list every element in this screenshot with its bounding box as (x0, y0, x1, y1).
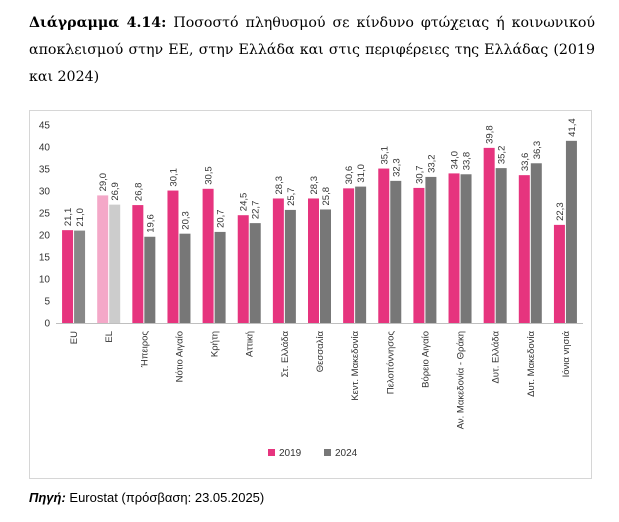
bar-2024 (109, 204, 121, 323)
bar-2024 (390, 180, 402, 323)
source-note: Πηγή: Eurostat (πρόσβαση: 23.05.2025) (29, 490, 264, 505)
data-label-2024: 33,2 (426, 154, 437, 173)
data-label-2019: 30,5 (204, 166, 215, 185)
chart-container: 0 5 10 15 20 25 30 35 40 45 21,1 21,0 EU 29,0 26,9 EL 26… (29, 110, 592, 479)
category-label: EL (104, 331, 115, 343)
category-label: Νότιο Αιγαίο (174, 331, 185, 382)
category-label: Στ. Ελλάδα (280, 330, 291, 377)
category-label: Κεντ. Μακεδονία (350, 330, 361, 400)
bar-2024 (320, 209, 331, 323)
bar-2019 (343, 188, 355, 323)
data-label-2019: 30,1 (168, 168, 179, 187)
y-tick-label: 35 (39, 165, 51, 176)
data-label-2024: 33,8 (462, 152, 473, 171)
data-label-2024: 35,2 (497, 146, 508, 165)
bar-2024 (179, 233, 191, 323)
category-label: Πελοπόννησος (385, 331, 396, 395)
bar-2019 (132, 205, 144, 323)
category-label: EU (69, 331, 80, 344)
bar-2024 (460, 174, 472, 323)
data-label-2024: 32,3 (391, 158, 402, 177)
y-tick-label: 0 (44, 319, 50, 330)
bar-2024 (214, 231, 226, 323)
bar-2019 (448, 173, 460, 323)
source-label: Πηγή: (29, 490, 66, 505)
data-label-2019: 30,6 (344, 166, 355, 185)
data-label-2024: 20,7 (216, 209, 227, 228)
data-label-2024: 41,4 (567, 118, 578, 137)
bar-2019 (413, 187, 425, 323)
bar-2024 (355, 186, 367, 323)
data-label-2019: 22,3 (555, 202, 566, 221)
y-tick-label: 10 (39, 275, 51, 286)
bar-2019 (202, 188, 214, 323)
y-tick-label: 30 (39, 187, 51, 198)
data-label-2024: 36,3 (532, 141, 543, 160)
y-tick-label: 5 (44, 297, 50, 308)
data-label-2019: 34,0 (450, 151, 461, 170)
category-label: Δυτ. Μακεδονία (526, 330, 537, 396)
data-label-2024: 19,6 (145, 214, 156, 233)
data-label-2024: 20,3 (180, 211, 191, 230)
bar-2024 (495, 168, 507, 323)
bar-2019 (553, 224, 565, 323)
bar-2019 (62, 230, 74, 323)
data-label-2019: 28,3 (309, 176, 320, 195)
data-label-2019: 21,1 (63, 208, 74, 227)
data-label-2024: 25,8 (321, 187, 332, 206)
legend-swatch-2019 (268, 449, 275, 456)
bar-2019 (378, 168, 390, 323)
bar-chart: 0 5 10 15 20 25 30 35 40 45 21,1 21,0 EU 29,0 26,9 EL 26… (39, 118, 583, 459)
bar-2019 (308, 198, 319, 323)
data-label-2024: 22,7 (251, 201, 262, 220)
category-label: Ιόνια νησιά (561, 330, 572, 377)
y-tick-label: 20 (39, 231, 51, 242)
bar-2024 (249, 223, 261, 323)
category-label: Ήπειρος (139, 331, 150, 369)
bar-2024 (74, 230, 86, 323)
bar-2024 (144, 236, 156, 323)
y-tick-label: 25 (39, 209, 51, 220)
data-label-2019: 33,6 (520, 153, 531, 172)
category-label: Αν. Μακεδονία - Θράκη (456, 331, 467, 429)
legend-label-2024: 2024 (335, 448, 358, 459)
bar-2024 (530, 163, 542, 323)
caption-label: Διάγραμμα 4.14: (29, 15, 167, 31)
figure-caption: Διάγραμμα 4.14: Ποσοστό πληθυσμού σε κίν… (29, 10, 595, 91)
data-label-2019: 39,8 (485, 125, 496, 144)
y-tick-label: 15 (39, 253, 51, 264)
category-label: Θεσσαλία (315, 330, 326, 372)
data-label-2019: 29,0 (98, 173, 109, 192)
bar-2019 (272, 198, 284, 323)
category-label: Δυτ. Ελλάδα (491, 331, 502, 384)
legend-label-2019: 2019 (279, 448, 302, 459)
legend-swatch-2024 (324, 449, 331, 456)
bar-2019 (237, 215, 249, 323)
data-label-2024: 31,0 (356, 164, 367, 183)
data-label-2019: 28,3 (274, 176, 285, 195)
y-tick-label: 45 (39, 121, 51, 132)
bar-2019 (483, 147, 495, 323)
data-label-2019: 30,7 (414, 165, 425, 184)
category-label: Κρήτη (210, 331, 221, 357)
data-label-2019: 35,1 (379, 146, 390, 165)
bar-2024 (565, 140, 577, 323)
bar-2019 (97, 195, 109, 323)
data-label-2024: 25,7 (286, 187, 297, 206)
data-label-2024: 26,9 (110, 182, 121, 201)
bar-2019 (518, 175, 530, 323)
data-label-2019: 26,8 (133, 183, 144, 202)
y-tick-label: 40 (39, 143, 51, 154)
bar-2019 (167, 190, 179, 323)
data-label-2024: 21,0 (75, 208, 86, 227)
bar-2024 (284, 209, 296, 323)
data-label-2019: 24,5 (239, 193, 250, 212)
category-label: Αττική (245, 331, 256, 357)
bar-2024 (425, 176, 437, 323)
source-text: Eurostat (πρόσβαση: 23.05.2025) (69, 490, 265, 505)
caption-text: Ποσοστό πληθυσμού σε κίνδυνο φτώχειας ή … (29, 15, 595, 85)
category-label: Βόρειο Αιγαίο (420, 331, 431, 388)
